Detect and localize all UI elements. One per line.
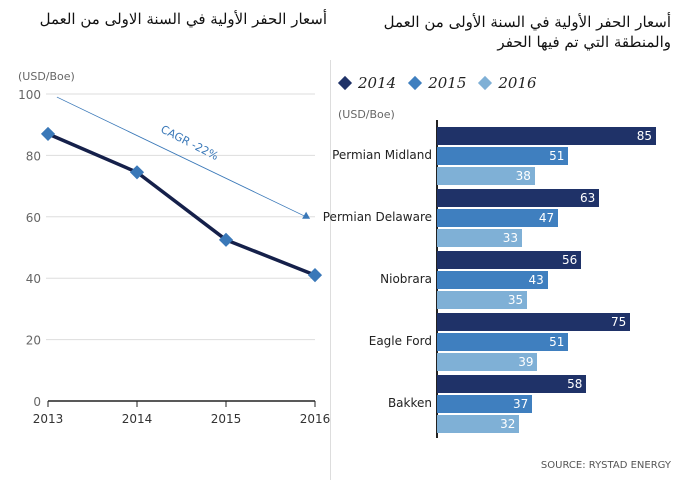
y-tick-label: 80 xyxy=(26,149,41,163)
category-label: Eagle Ford xyxy=(368,334,432,348)
bar-2016 xyxy=(437,229,523,247)
right-title-line1: أسعار الحفر الأولية في السنة الأولى من ا… xyxy=(383,13,671,31)
right-chart-title: أسعار الحفر الأولية في السنة الأولى من ا… xyxy=(384,12,671,52)
bar-2014 xyxy=(437,251,582,269)
category-label: Niobrara xyxy=(380,272,432,286)
bar-value-label: 85 xyxy=(636,129,652,143)
bar-2014 xyxy=(437,375,587,393)
bar-value-label: 51 xyxy=(549,149,565,163)
bar-2016 xyxy=(437,291,528,309)
x-tick-label: 2015 xyxy=(211,412,242,426)
bar-value-label: 33 xyxy=(502,231,519,245)
cagr-trend-line xyxy=(56,96,307,218)
x-tick-label: 2014 xyxy=(122,412,153,426)
data-point xyxy=(218,232,234,247)
bar-value-label: 51 xyxy=(549,335,565,349)
bar-value-label: 56 xyxy=(562,253,578,267)
bar-2015 xyxy=(437,271,548,289)
y-tick-label: 0 xyxy=(33,395,41,409)
bar-2016 xyxy=(437,167,535,185)
legend-item-2015: 2015 xyxy=(408,74,466,92)
bar-2015 xyxy=(437,395,533,413)
bar-value-label: 58 xyxy=(567,377,583,391)
right-unit-label: (USD/Boe) xyxy=(338,108,395,121)
category-label: Bakken xyxy=(387,396,432,410)
left-unit-label: (USD/Boe) xyxy=(18,70,75,83)
bar-value-label: 32 xyxy=(500,417,516,431)
bar-2014 xyxy=(437,313,631,331)
category-label: Permian Delaware xyxy=(322,210,432,224)
y-tick-label: 60 xyxy=(26,211,41,225)
source-label: SOURCE: RYSTAD ENERGY xyxy=(540,460,671,471)
line-series xyxy=(47,132,316,277)
x-tick-label: 2016 xyxy=(300,412,330,426)
divider xyxy=(330,60,331,480)
bar-value-label: 63 xyxy=(580,191,596,205)
bar-value-label: 47 xyxy=(538,211,555,225)
category-label: Permian Midland xyxy=(332,148,432,162)
bar-value-label: 39 xyxy=(518,355,534,369)
left-chart-title: أسعار الحفر الأولية في السنة الاولى من ا… xyxy=(39,10,327,28)
bar-2014 xyxy=(437,127,656,145)
y-tick-label: 40 xyxy=(26,272,41,286)
trend-arrow-icon xyxy=(302,211,311,219)
bar-2015 xyxy=(437,333,569,351)
bar-2014 xyxy=(437,189,600,207)
bar-value-label: 35 xyxy=(507,293,524,307)
right-title-line2: والمنطقة التي تم فيها الحفر xyxy=(497,33,671,51)
data-point xyxy=(129,165,145,180)
bar-2016 xyxy=(437,353,538,371)
bar-value-label: 75 xyxy=(610,315,627,329)
y-tick-label: 100 xyxy=(18,88,41,102)
bar-value-label: 43 xyxy=(528,273,544,287)
data-point xyxy=(307,268,323,283)
bar-2015 xyxy=(437,147,569,165)
bar-value-label: 37 xyxy=(513,397,529,411)
legend: 2014 2015 2016 xyxy=(337,74,537,92)
x-tick-label: 2013 xyxy=(33,412,64,426)
legend-item-2014: 2014 xyxy=(337,74,396,92)
y-tick-label: 20 xyxy=(26,334,41,348)
legend-item-2016: 2016 xyxy=(478,74,537,92)
bar-value-label: 38 xyxy=(515,169,531,183)
bar-2015 xyxy=(437,209,559,227)
bar-2016 xyxy=(437,415,520,433)
